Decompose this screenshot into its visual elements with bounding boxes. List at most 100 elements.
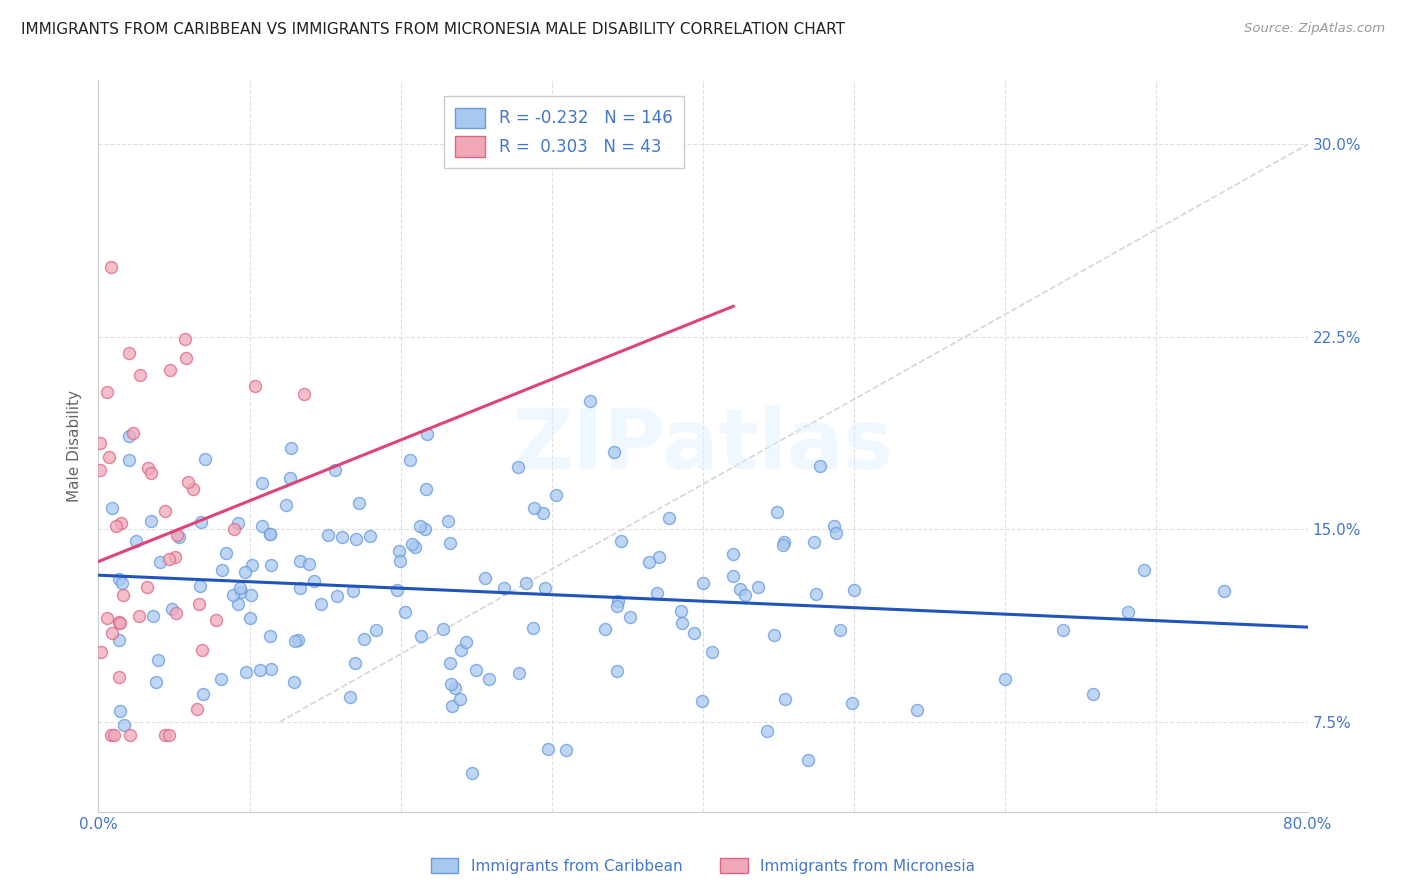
Point: [440, 698, 463, 713]
Point: [190, 643, 212, 657]
Point: [110, 516, 132, 530]
Point: [416, 426, 439, 441]
Point: [284, 634, 307, 648]
Point: [249, 663, 271, 677]
Point: [157, 728, 180, 742]
Point: [323, 463, 346, 477]
Point: [330, 530, 353, 544]
Point: [343, 657, 366, 671]
Point: [905, 703, 928, 717]
Point: [245, 379, 267, 393]
Point: [648, 550, 671, 565]
Point: [100, 260, 122, 274]
Point: [159, 363, 181, 377]
Point: [619, 609, 641, 624]
Point: [401, 537, 423, 551]
Point: [657, 510, 679, 524]
Point: [239, 611, 262, 625]
Point: [747, 580, 769, 594]
Point: [96, 610, 118, 624]
Point: [508, 665, 530, 680]
Point: [188, 580, 211, 594]
Point: [145, 675, 167, 690]
Point: [209, 672, 232, 686]
Legend: Immigrants from Caribbean, Immigrants from Micronesia: Immigrants from Caribbean, Immigrants fr…: [425, 852, 981, 880]
Point: [593, 622, 616, 636]
Point: [808, 459, 831, 474]
Point: [353, 632, 375, 647]
Point: [388, 543, 411, 558]
Point: [773, 691, 796, 706]
Point: [450, 643, 472, 657]
Point: [803, 534, 825, 549]
Point: [773, 534, 796, 549]
Point: [364, 624, 387, 638]
Point: [104, 518, 127, 533]
Point: [118, 429, 141, 443]
Point: [440, 676, 463, 690]
Point: [97, 450, 120, 464]
Point: [215, 546, 238, 560]
Point: [461, 766, 484, 780]
Point: [444, 681, 467, 695]
Point: [118, 453, 141, 467]
Point: [160, 602, 183, 616]
Point: [347, 496, 370, 510]
Point: [155, 504, 177, 518]
Point: [316, 528, 339, 542]
Point: [101, 626, 124, 640]
Point: [163, 549, 186, 564]
Point: [389, 553, 412, 567]
Point: [326, 590, 349, 604]
Point: [828, 623, 851, 637]
Point: [409, 518, 432, 533]
Point: [111, 576, 134, 591]
Point: [523, 501, 546, 516]
Point: [181, 482, 204, 496]
Point: [233, 566, 256, 580]
Point: [222, 588, 245, 602]
Point: [155, 728, 177, 742]
Point: [415, 483, 437, 497]
Point: [492, 581, 515, 595]
Point: [302, 574, 325, 588]
Text: IMMIGRANTS FROM CARIBBEAN VS IMMIGRANTS FROM MICRONESIA MALE DISABILITY CORRELAT: IMMIGRANTS FROM CARIBBEAN VS IMMIGRANTS …: [21, 22, 845, 37]
Point: [669, 604, 692, 618]
Point: [728, 582, 751, 596]
Point: [89, 435, 111, 450]
Point: [103, 728, 125, 742]
Point: [191, 687, 214, 701]
Point: [506, 460, 529, 475]
Point: [177, 475, 200, 490]
Point: [394, 605, 416, 619]
Point: [146, 653, 169, 667]
Point: [112, 717, 135, 731]
Point: [544, 488, 567, 502]
Point: [692, 576, 714, 591]
Y-axis label: Male Disability: Male Disability: [67, 390, 83, 502]
Point: [229, 581, 252, 595]
Point: [531, 506, 554, 520]
Point: [188, 598, 211, 612]
Point: [607, 594, 630, 608]
Point: [606, 664, 628, 678]
Point: [645, 586, 668, 600]
Point: [176, 351, 198, 366]
Point: [278, 471, 301, 485]
Point: [240, 588, 263, 602]
Point: [166, 606, 188, 620]
Point: [157, 552, 180, 566]
Point: [107, 670, 129, 684]
Point: [96, 384, 118, 399]
Point: [825, 526, 848, 541]
Point: [772, 538, 794, 552]
Point: [342, 584, 364, 599]
Point: [108, 633, 131, 648]
Point: [139, 466, 162, 480]
Point: [439, 656, 461, 670]
Point: [252, 475, 274, 490]
Point: [142, 608, 165, 623]
Text: Source: ZipAtlas.com: Source: ZipAtlas.com: [1244, 22, 1385, 36]
Point: [344, 532, 367, 546]
Point: [190, 515, 212, 529]
